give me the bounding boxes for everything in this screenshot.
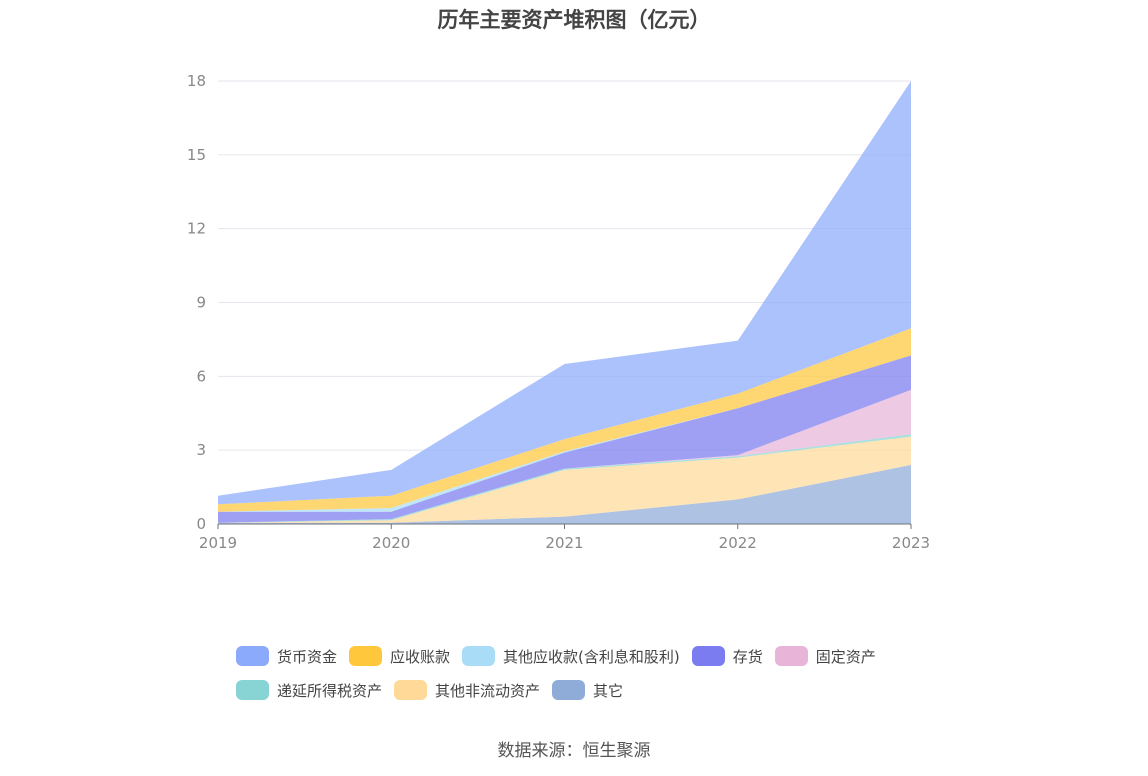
legend-item[interactable]: 其它 xyxy=(552,680,623,701)
area-series[interactable] xyxy=(218,355,911,523)
legend-label: 递延所得税资产 xyxy=(277,681,383,700)
legend-item[interactable]: 存货 xyxy=(691,646,763,667)
legend-swatch xyxy=(236,646,269,666)
x-tick-label: 2020 xyxy=(372,534,410,552)
legend-item[interactable]: 递延所得税资产 xyxy=(236,680,382,701)
x-tick-label: 2021 xyxy=(545,534,583,552)
y-tick-label: 3 xyxy=(196,441,206,459)
legend-item[interactable]: 固定资产 xyxy=(774,646,876,667)
legend-item[interactable]: 其他应收款(含利息和股利) xyxy=(462,646,680,667)
area-series[interactable] xyxy=(218,434,911,523)
legend-label: 其它 xyxy=(593,681,624,700)
chart-title: 历年主要资产堆积图（亿元） xyxy=(437,8,711,32)
y-tick-label: 18 xyxy=(187,72,206,90)
legend-swatch xyxy=(774,646,808,666)
x-tick-label: 2023 xyxy=(892,534,930,552)
legend-label: 其他应收款(含利息和股利) xyxy=(503,647,680,666)
y-tick-label: 0 xyxy=(196,515,206,533)
area-series[interactable] xyxy=(218,436,911,523)
x-tick-label: 2022 xyxy=(719,534,757,552)
legend-row: 货币资金 应收账款 其他应收款(含利息和股利) 存货 固定资产 xyxy=(236,639,936,673)
y-tick-label: 6 xyxy=(196,367,206,385)
y-tick-label: 15 xyxy=(187,146,206,164)
axes: 0 3 6 9 12 15 18 2019 2020 2021 2022 2023 xyxy=(187,72,930,552)
legend-item[interactable]: 其他非流动资产 xyxy=(394,680,540,701)
legend-label: 固定资产 xyxy=(815,647,876,666)
legend-row: 递延所得税资产 其他非流动资产 其它 xyxy=(236,673,936,707)
legend-item[interactable]: 应收账款 xyxy=(349,646,450,667)
legend-label: 应收账款 xyxy=(390,647,451,666)
y-tick-label: 9 xyxy=(196,294,206,312)
data-source-note: 数据来源：恒生聚源 xyxy=(497,741,651,761)
legend-swatch xyxy=(462,646,496,666)
area-series[interactable] xyxy=(218,81,911,505)
stacked-area-chart: 0 3 6 9 12 15 18 2019 2020 2021 2022 2023 xyxy=(187,72,930,552)
y-tick-label: 12 xyxy=(187,220,206,238)
legend-swatch xyxy=(236,680,269,700)
legend: 货币资金 应收账款 其他应收款(含利息和股利) 存货 固定资产 递延所得税资产 其他非流动… xyxy=(236,639,936,707)
legend-item[interactable]: 货币资金 xyxy=(236,646,337,667)
legend-swatch xyxy=(394,680,428,700)
x-tick-label: 2019 xyxy=(199,534,237,552)
legend-swatch xyxy=(552,680,586,700)
legend-label: 存货 xyxy=(732,647,763,666)
legend-label: 其他非流动资产 xyxy=(435,681,541,700)
area-series[interactable] xyxy=(218,464,911,524)
legend-swatch xyxy=(349,646,383,666)
area-series xyxy=(218,81,911,524)
legend-swatch xyxy=(691,646,725,666)
legend-label: 货币资金 xyxy=(277,647,338,666)
